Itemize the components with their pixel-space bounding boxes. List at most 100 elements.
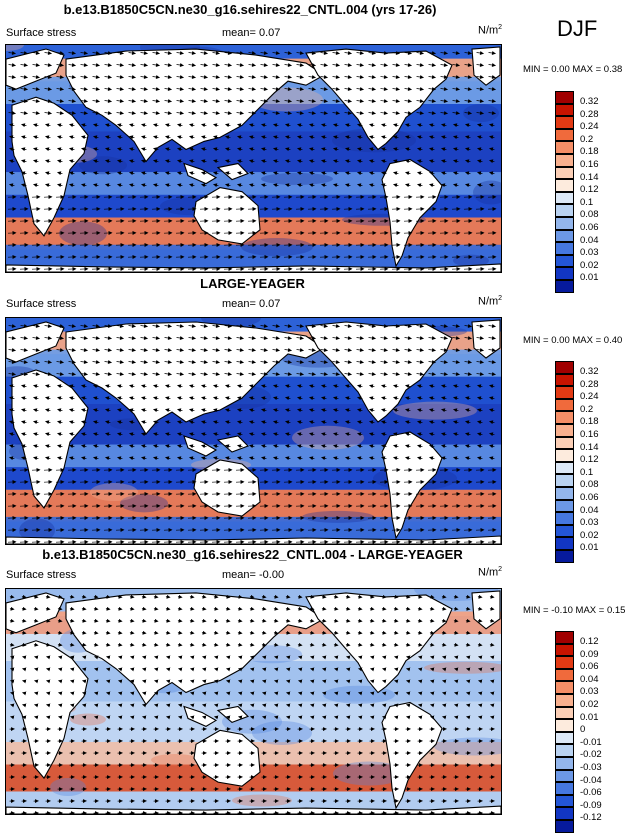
colorbar-swatch	[555, 770, 574, 783]
colorbar-swatch	[555, 192, 574, 205]
colorbar-tick-label: 0.24	[580, 121, 599, 134]
colorbar-tick-label: -0.04	[580, 775, 602, 788]
colorbar-tick-label: 0.16	[580, 429, 599, 442]
colorbar-swatch	[555, 644, 574, 657]
panel-2-mean: mean= 0.07	[222, 298, 280, 310]
colorbar-swatch	[555, 154, 574, 167]
panel-3-minmax: MIN = -0.10 MAX = 0.15	[523, 605, 625, 616]
colorbar-tick-label: -0.06	[580, 787, 602, 800]
colorbar-tick-label: -0.02	[580, 749, 602, 762]
units-text: N/m	[478, 25, 498, 37]
colorbar-tick-label: 0.03	[580, 686, 602, 699]
field-blob	[241, 238, 313, 256]
colorbar-swatch	[555, 656, 574, 669]
colorbar-swatch	[555, 374, 574, 387]
colorbar-tick-label: 0.01	[580, 272, 599, 285]
colorbar-swatch	[555, 242, 574, 255]
colorbar-tick-label: 0.12	[580, 184, 599, 197]
colorbar-tick-label: 0.02	[580, 260, 599, 273]
colorbar-swatch	[555, 550, 574, 563]
colorbar-tick-label: 0.12	[580, 636, 602, 649]
colorbar-tick-label: 0.24	[580, 391, 599, 404]
colorbar-swatch	[555, 744, 574, 757]
panel-2-units: N/m2	[478, 295, 502, 308]
colorbar-swatch	[555, 399, 574, 412]
colorbar-tick-label: 0.2	[580, 404, 599, 417]
colorbar-swatch	[555, 217, 574, 230]
colorbar-tick-label: 0.01	[580, 712, 602, 725]
panel-1-units: N/m2	[478, 24, 502, 37]
colorbar-swatch	[555, 732, 574, 745]
colorbar-swatch	[555, 537, 574, 550]
panel-1-map	[5, 44, 502, 273]
field-blob	[232, 795, 292, 807]
colorbar-swatch	[555, 230, 574, 243]
colorbar-tick-label: 0.12	[580, 454, 599, 467]
colorbar-swatch	[555, 255, 574, 268]
colorbar-tick-label: -0.12	[580, 812, 602, 825]
colorbar-swatch	[555, 474, 574, 487]
colorbar-tick-label: 0.06	[580, 492, 599, 505]
panel-3-units: N/m2	[478, 566, 502, 579]
colorbar-swatch	[555, 795, 574, 808]
colorbar-tick-label: 0	[580, 724, 602, 737]
colorbar-swatch	[555, 525, 574, 538]
colorbar-swatch	[555, 361, 574, 374]
field-blob	[90, 483, 138, 501]
colorbar-tick-label: 0.04	[580, 235, 599, 248]
colorbar-swatch	[555, 694, 574, 707]
units-text: N/m	[478, 296, 498, 308]
field-blob	[393, 402, 477, 420]
panel-3-colorbar	[555, 631, 574, 833]
colorbar-tick-label: 0.04	[580, 674, 602, 687]
colorbar-tick-label: 0.06	[580, 222, 599, 235]
colorbar-tick-label: 0.02	[580, 699, 602, 712]
colorbar-tick-label: 0.32	[580, 96, 599, 109]
colorbar-swatch	[555, 707, 574, 720]
units-exp: 2	[498, 295, 502, 302]
colorbar-swatch	[555, 129, 574, 142]
panel-3-title: b.e13.B1850C5CN.ne30_g16.sehires22_CNTL.…	[0, 547, 505, 562]
colorbar-tick-label: 0.32	[580, 366, 599, 379]
colorbar-swatch	[555, 179, 574, 192]
colorbar-tick-label: 0.1	[580, 197, 599, 210]
units-exp: 2	[498, 566, 502, 573]
colorbar-swatch	[555, 512, 574, 525]
colorbar-swatch	[555, 204, 574, 217]
colorbar-tick-label: 0.2	[580, 134, 599, 147]
panel-3-mean: mean= -0.00	[222, 569, 284, 581]
panel-1-mean: mean= 0.07	[222, 27, 280, 39]
panel-2-colorbar	[555, 361, 574, 563]
colorbar-tick-label: 0.1	[580, 467, 599, 480]
colorbar-swatch	[555, 411, 574, 424]
panel-2-minmax: MIN = 0.00 MAX = 0.40	[523, 335, 622, 346]
colorbar-tick-label: 0.03	[580, 247, 599, 260]
colorbar-swatch	[555, 141, 574, 154]
panel-2-field-label: Surface stress	[6, 298, 76, 310]
colorbar-tick-label: 0.08	[580, 209, 599, 222]
colorbar-tick-label: 0.18	[580, 416, 599, 429]
colorbar-tick-label: 0.08	[580, 479, 599, 492]
units-text: N/m	[478, 567, 498, 579]
colorbar-tick-label: -0.09	[580, 800, 602, 813]
colorbar-swatch	[555, 91, 574, 104]
field-blob	[292, 426, 364, 450]
colorbar-swatch	[555, 782, 574, 795]
units-exp: 2	[498, 24, 502, 31]
colorbar-swatch	[555, 104, 574, 117]
colorbar-tick-label: 0.18	[580, 146, 599, 159]
field-blob	[151, 754, 199, 766]
colorbar-tick-label: 0.04	[580, 505, 599, 518]
panel-1-colorbar	[555, 91, 574, 293]
panel-1-title: b.e13.B1850C5CN.ne30_g16.sehires22_CNTL.…	[0, 2, 500, 17]
colorbar-tick-label: 0.03	[580, 517, 599, 530]
colorbar-tick-label: 0.09	[580, 649, 602, 662]
colorbar-swatch	[555, 462, 574, 475]
panel-1-field-label: Surface stress	[6, 27, 76, 39]
colorbar-swatch	[555, 719, 574, 732]
field-blob	[261, 173, 333, 185]
colorbar-swatch	[555, 437, 574, 450]
